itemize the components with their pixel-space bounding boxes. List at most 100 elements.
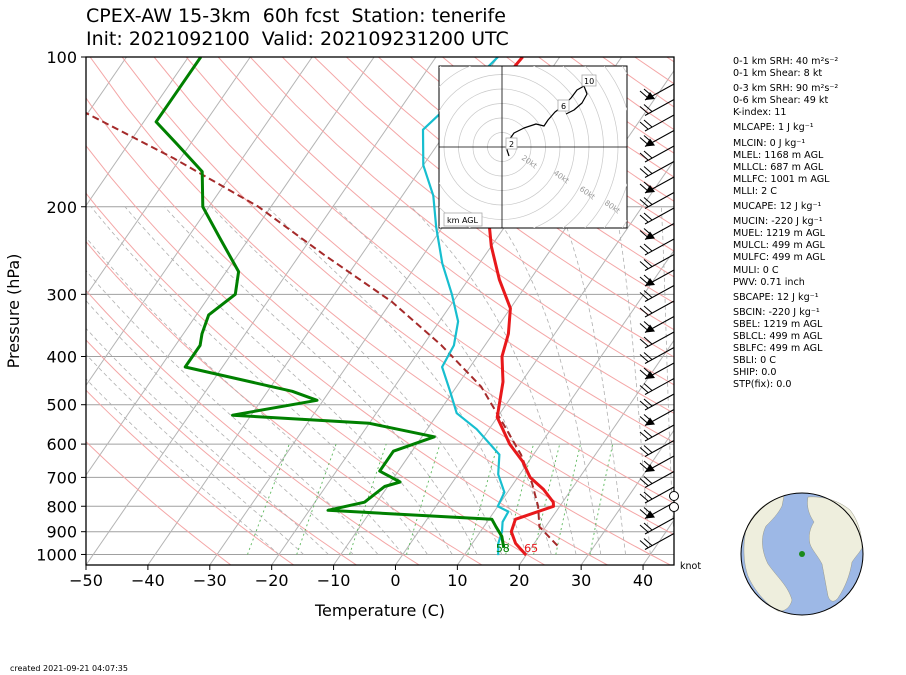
created-timestamp: created 2021-09-21 04:07:35 — [10, 664, 128, 673]
mixing-ratio-line — [533, 443, 561, 555]
index-line: MLLCL: 687 m AGL — [733, 161, 824, 173]
index-line: STP(fix): 0.0 — [733, 379, 792, 391]
mixing-ratio-line — [555, 443, 581, 555]
wind-barb — [639, 316, 675, 333]
index-line: PWV: 0.71 inch — [733, 276, 805, 288]
dry-adiabat-line — [378, 57, 674, 278]
wind-barb — [639, 455, 675, 473]
wind-barb — [639, 533, 675, 550]
index-line: MUEL: 1219 m AGL — [733, 228, 826, 240]
moist-adiabat-line — [211, 206, 503, 555]
moist-adiabat-line — [164, 206, 478, 555]
wind-barb — [639, 114, 675, 132]
x-tick-label: −30 — [193, 571, 227, 590]
dry-adiabat-line — [281, 57, 674, 358]
index-line: MLLI: 2 C — [733, 185, 777, 197]
x-tick-label: −40 — [131, 571, 165, 590]
isotherm-line — [395, 159, 674, 565]
hodograph-trace — [506, 85, 588, 157]
x-tick-label: 0 — [390, 571, 400, 590]
plot-frame — [85, 56, 675, 566]
wind-barb — [639, 300, 675, 318]
mixing-ratio-line — [349, 443, 387, 555]
index-line: MLCAPE: 1 J kg⁻¹ — [733, 122, 814, 134]
globe-land-africa-europe — [807, 496, 863, 602]
surface-label-temperature: 65 — [524, 542, 538, 555]
moist-adiabat-line — [558, 206, 626, 555]
y-tick-label: 700 — [46, 468, 77, 487]
dry-adiabat-line — [153, 57, 674, 473]
wind-barb — [639, 486, 675, 504]
y-tick-label: 500 — [46, 396, 77, 415]
moist-adiabat-line — [266, 206, 527, 555]
x-tick-label: 30 — [571, 571, 591, 590]
moist-adiabat-line — [86, 327, 329, 555]
index-line: 0-6 km Shear: 49 kt — [733, 95, 829, 107]
wind-barb — [639, 331, 675, 349]
wind-barb — [639, 176, 675, 194]
svg-text:6: 6 — [561, 102, 566, 111]
isotherm-line — [86, 57, 375, 477]
moist-adiabat-line — [86, 300, 354, 555]
dry-adiabat-line — [86, 97, 671, 565]
svg-text:2: 2 — [509, 140, 514, 149]
index-line: SBLCL: 499 m AGL — [733, 330, 823, 342]
x-tick-label: 20 — [509, 571, 529, 590]
dry-adiabat-line — [86, 192, 546, 565]
wind-barb — [639, 223, 675, 240]
index-line: SBLI: 0 C — [733, 355, 776, 367]
wind-barb — [639, 83, 675, 101]
wind-barb — [639, 347, 675, 364]
dry-adiabat-line — [249, 57, 674, 386]
indices-panel: 0-1 km SRH: 40 m²s⁻² 0-1 km Shear: 8 kt 0-… — [733, 56, 838, 391]
y-axis-label: Pressure (hPa) — [4, 254, 23, 369]
index-line: MUCAPE: 12 J kg⁻¹ — [733, 201, 822, 213]
dry-adiabat-line — [217, 57, 674, 414]
wind-barb — [639, 99, 675, 116]
isotherm-line — [456, 249, 674, 565]
x-tick-label: −10 — [317, 571, 351, 590]
mixing-ratio-line — [589, 444, 614, 555]
hodograph-height-mark: 6 — [557, 99, 570, 112]
wind-barb — [639, 192, 675, 209]
dry-adiabat-line — [86, 440, 232, 565]
dry-adiabat-line — [86, 240, 483, 565]
dry-adiabat-line — [313, 57, 674, 331]
dry-adiabat-line — [86, 145, 608, 565]
wind-barb — [639, 378, 675, 395]
moist-adiabat-line — [614, 206, 651, 555]
isotherm-line — [86, 57, 313, 387]
index-line: K-index: 11 — [733, 107, 787, 119]
hodograph-height-mark: 2 — [505, 137, 518, 150]
wind-barb — [639, 238, 675, 256]
dry-adiabat-line — [185, 57, 674, 444]
y-tick-label: 1000 — [36, 545, 77, 564]
y-tick-label: 900 — [46, 523, 77, 542]
moist-adiabat-line — [410, 206, 577, 555]
mixing-ratio-line — [467, 443, 499, 555]
dry-adiabat-line — [86, 339, 357, 565]
wind-barb — [639, 285, 675, 302]
moist-adiabat-line — [661, 206, 674, 544]
moist-adiabat-line — [86, 378, 280, 555]
index-line: SBCIN: -220 J kg⁻¹ — [733, 306, 820, 318]
isotherm-line — [86, 57, 251, 297]
index-line: 0-1 km SRH: 40 m²s⁻² — [733, 56, 839, 67]
isotherm-line — [0, 57, 3, 565]
isotherm-line — [518, 339, 674, 565]
dry-adiabat-line — [89, 57, 674, 536]
chart-subtitle: Init: 2021092100 Valid: 202109231200 UTC — [86, 28, 509, 50]
mixing-ratio-line — [505, 443, 534, 555]
y-tick-label: 600 — [46, 435, 77, 454]
index-line: 0-3 km SRH: 90 m²s⁻² — [733, 83, 839, 95]
wind-unit-label: knot — [680, 561, 701, 572]
isotherm-line — [86, 57, 437, 565]
surface-label-dewpoint: 58 — [496, 542, 510, 555]
x-tick-label: 40 — [633, 571, 653, 590]
globe-outline — [740, 492, 864, 616]
hodograph-unit-box: km AGL — [443, 212, 483, 227]
x-tick-label: −20 — [255, 571, 289, 590]
wind-barb — [639, 269, 675, 287]
location-globe — [740, 492, 864, 616]
moist-adiabat-line — [124, 206, 453, 555]
